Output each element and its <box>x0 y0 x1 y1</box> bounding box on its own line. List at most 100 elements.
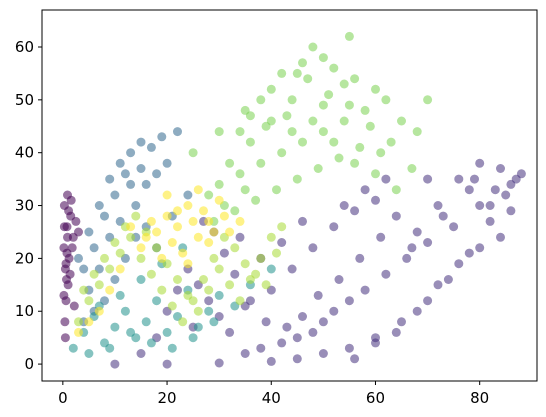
data-point <box>501 190 511 200</box>
data-point <box>371 169 380 179</box>
data-point <box>100 253 109 263</box>
data-point <box>308 42 318 52</box>
data-point <box>365 121 375 131</box>
data-point <box>329 306 339 316</box>
data-point <box>59 222 69 232</box>
data-point <box>344 31 354 41</box>
data-point <box>60 333 70 343</box>
data-point <box>261 280 271 290</box>
data-point <box>391 327 401 337</box>
data-point <box>193 232 203 242</box>
data-point <box>126 179 136 189</box>
x-tick-label: 20 <box>158 389 177 407</box>
data-point <box>146 142 156 152</box>
data-point <box>110 238 120 247</box>
data-point <box>240 349 250 358</box>
data-point <box>298 137 307 147</box>
data-point <box>84 349 94 358</box>
data-point <box>324 90 334 100</box>
data-point <box>115 264 125 274</box>
data-point <box>60 317 70 327</box>
data-point <box>69 301 79 311</box>
data-point <box>136 137 146 147</box>
data-point <box>178 317 188 327</box>
data-point <box>178 248 188 258</box>
data-point <box>214 195 224 205</box>
data-point <box>115 158 125 168</box>
data-point <box>329 63 339 73</box>
data-point <box>272 185 281 195</box>
data-point <box>261 121 271 131</box>
data-point <box>371 195 380 205</box>
data-point <box>173 285 182 295</box>
data-point <box>162 359 172 369</box>
data-point <box>376 232 386 242</box>
data-point <box>475 158 485 168</box>
data-point <box>339 116 349 126</box>
data-point <box>152 243 162 253</box>
data-point <box>511 174 521 184</box>
data-point <box>423 238 433 247</box>
data-point <box>303 74 313 84</box>
data-point <box>438 211 448 221</box>
data-point <box>225 280 235 290</box>
data-point <box>157 132 167 142</box>
data-point <box>449 222 459 232</box>
data-point <box>245 296 255 306</box>
data-point <box>105 285 115 295</box>
data-point <box>344 100 354 110</box>
data-point <box>397 317 406 327</box>
data-point <box>412 127 422 137</box>
data-point <box>110 359 120 369</box>
data-point <box>199 275 208 284</box>
data-point <box>89 269 99 279</box>
data-point <box>344 296 354 306</box>
data-point <box>470 174 479 184</box>
data-point <box>136 164 146 173</box>
data-point <box>496 232 505 242</box>
points-layer <box>59 31 526 369</box>
data-point <box>318 127 328 137</box>
data-point <box>454 259 464 269</box>
data-point <box>287 264 297 274</box>
data-point <box>235 169 245 179</box>
data-point <box>152 227 162 237</box>
data-point <box>334 153 344 163</box>
data-point <box>204 306 214 316</box>
data-point <box>475 201 485 210</box>
x-tick-label: 60 <box>366 389 385 407</box>
data-point <box>214 264 224 274</box>
data-point <box>204 296 214 306</box>
data-point <box>65 269 75 279</box>
data-point <box>329 137 339 147</box>
data-point <box>173 222 182 232</box>
data-point <box>188 148 198 158</box>
data-point <box>146 338 156 348</box>
data-point <box>214 127 224 137</box>
x-axis: 0 20 40 60 80 <box>58 381 489 407</box>
data-point <box>74 317 83 327</box>
data-point <box>386 137 396 147</box>
data-point <box>136 349 146 358</box>
data-point <box>245 137 255 147</box>
y-tick-label: 60 <box>15 38 34 56</box>
data-point <box>355 253 365 263</box>
data-point <box>256 95 266 105</box>
data-point <box>235 296 245 306</box>
data-point <box>61 259 71 269</box>
data-point <box>381 269 391 279</box>
data-point <box>225 327 235 337</box>
data-point <box>204 216 214 226</box>
data-point <box>136 243 146 253</box>
data-point <box>371 84 380 94</box>
data-point <box>292 354 302 364</box>
data-point <box>397 116 406 126</box>
data-point <box>277 148 287 158</box>
data-point <box>454 174 464 184</box>
data-point <box>74 227 83 237</box>
data-point <box>94 201 104 210</box>
data-point <box>313 164 323 173</box>
data-point <box>225 227 235 237</box>
data-point <box>209 253 219 263</box>
